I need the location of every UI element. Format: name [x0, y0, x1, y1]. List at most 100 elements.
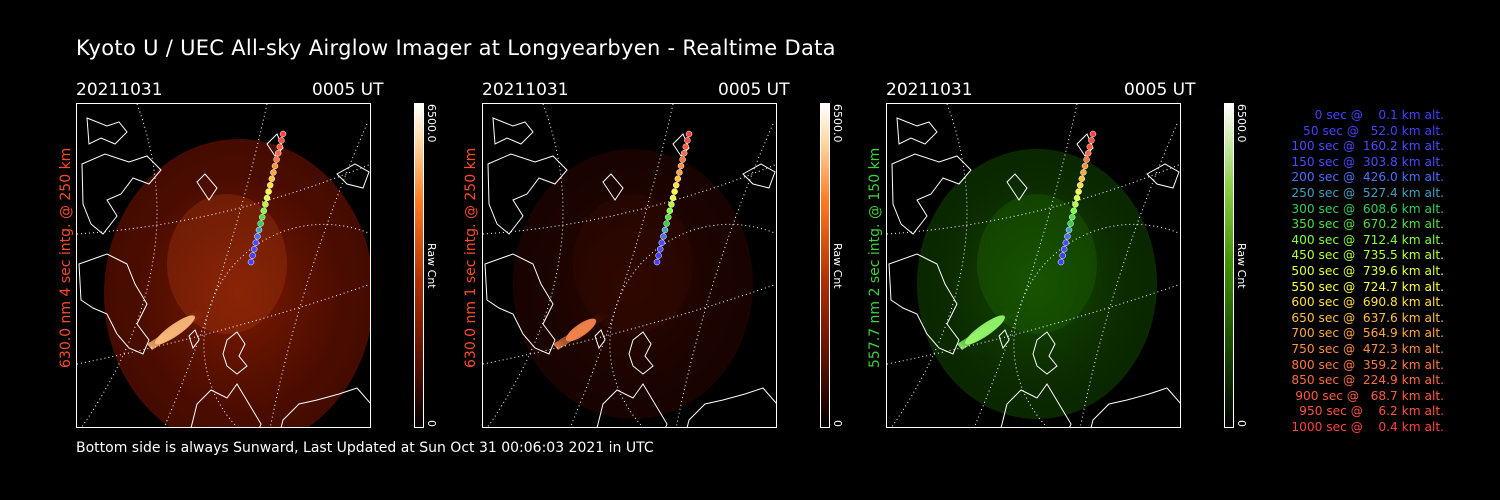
- legend-row: 150 sec @ 303.8 km alt.: [1287, 154, 1444, 169]
- trajectory-point: [279, 130, 287, 138]
- trajectory-point: [1080, 169, 1087, 176]
- panel-2-ylabel: 630.0 nm 1 sec intg. @ 250 km: [463, 147, 479, 368]
- panel-2-date: 20211031: [482, 80, 569, 100]
- trajectory-point: [276, 143, 284, 151]
- panel-3-cbar-max: 6500.0: [1235, 104, 1248, 143]
- trajectory-point: [658, 239, 666, 247]
- trajectory-point: [663, 220, 670, 227]
- trajectory-point: [1075, 188, 1082, 195]
- panel-2-cbar-min: 0: [831, 420, 844, 427]
- panel-1-date: 20211031: [76, 80, 163, 100]
- trajectory-point: [1072, 201, 1079, 208]
- panel-3-date: 20211031: [886, 80, 973, 100]
- trajectory-point: [1088, 137, 1095, 144]
- panel-3-ylabel: 557.7 nm 2 sec intg. @ 150 km: [867, 147, 883, 368]
- panel-1-cbar-max: 6500.0: [425, 104, 438, 143]
- trajectory-point: [660, 233, 667, 240]
- panel-3-cbar-unit: Raw Cnt: [1235, 243, 1248, 289]
- trajectory-point: [666, 207, 674, 215]
- panel-2-cbar-unit: Raw Cnt: [831, 243, 844, 289]
- panel-3-cbar-min: 0: [1235, 420, 1248, 427]
- legend-row: 200 sec @ 426.0 km alt.: [1287, 170, 1444, 185]
- trajectory-point: [684, 137, 691, 144]
- trajectory-point: [1067, 220, 1074, 227]
- trajectory-point: [1057, 258, 1065, 266]
- trajectory-point: [1078, 175, 1086, 183]
- panel-1-ylabel: 630.0 nm 4 sec intg. @ 250 km: [58, 147, 74, 368]
- trajectory-point: [1065, 226, 1073, 234]
- trajectory-point: [1060, 245, 1068, 253]
- trajectory-point: [262, 201, 269, 208]
- trajectory-point: [252, 239, 260, 247]
- trajectory-point: [271, 162, 279, 170]
- trajectory-point: [680, 149, 688, 157]
- trajectory-point: [672, 181, 680, 189]
- trajectory-point: [255, 226, 263, 234]
- trajectory-point: [677, 162, 685, 170]
- legend-row: 900 sec @ 68.7 km alt.: [1291, 388, 1444, 403]
- trajectory-point: [249, 252, 256, 259]
- trajectory-point: [278, 137, 285, 144]
- trajectory-point: [260, 207, 268, 215]
- panel-1-allsky-image: [76, 103, 371, 428]
- panel-1-cbar-min: 0: [425, 420, 438, 427]
- trajectory-point: [661, 226, 669, 234]
- trajectory-point: [250, 245, 258, 253]
- trajectory-point: [1062, 239, 1070, 247]
- trajectory-point: [1073, 194, 1081, 202]
- legend-row: 450 sec @ 735.5 km alt.: [1287, 248, 1444, 263]
- legend-row: 350 sec @ 670.2 km alt.: [1287, 217, 1444, 232]
- panel-1-colorbar: [414, 103, 424, 428]
- trajectory-point: [653, 258, 661, 266]
- legend-row: 0 sec @ 0.1 km alt.: [1303, 108, 1444, 122]
- panel-1-cbar-unit: Raw Cnt: [425, 243, 438, 289]
- trajectory-point: [1081, 162, 1089, 170]
- trajectory-point: [266, 181, 274, 189]
- page-title: Kyoto U / UEC All-sky Airglow Imager at …: [76, 36, 836, 60]
- legend-row: 400 sec @ 712.4 km alt.: [1287, 232, 1444, 247]
- trajectory-point: [274, 149, 282, 157]
- panel-3-time: 0005 UT: [1124, 80, 1196, 100]
- trajectory-point: [656, 245, 664, 253]
- trajectory-point: [268, 175, 276, 183]
- legend-row: 850 sec @ 224.9 km alt.: [1287, 373, 1444, 388]
- legend-row: 250 sec @ 527.4 km alt.: [1287, 185, 1444, 200]
- trajectory-point: [247, 258, 255, 266]
- legend-row: 800 sec @ 359.2 km alt.: [1287, 357, 1444, 372]
- legend-row: 750 sec @ 472.3 km alt.: [1287, 341, 1444, 356]
- panel-3-allsky-image: [886, 103, 1181, 428]
- panel-2-colorbar: [820, 103, 830, 428]
- legend-row: 300 sec @ 608.6 km alt.: [1287, 201, 1444, 216]
- panel-3-colorbar: [1224, 103, 1234, 428]
- trajectory-point: [1084, 149, 1092, 157]
- trajectory-point: [669, 194, 677, 202]
- trajectory-point: [682, 143, 690, 151]
- trajectory-point: [265, 188, 272, 195]
- panel-2-allsky-image: [482, 103, 777, 428]
- trajectory-point: [668, 201, 675, 208]
- trajectory-point: [679, 156, 686, 163]
- trajectory-point: [1076, 181, 1084, 189]
- legend-row: 550 sec @ 724.7 km alt.: [1287, 279, 1444, 294]
- trajectory-point: [1083, 156, 1090, 163]
- trajectory-point: [270, 169, 277, 176]
- trajectory-point: [685, 130, 693, 138]
- legend-row: 50 sec @ 52.0 km alt.: [1295, 123, 1444, 138]
- legend-row: 1000 sec @ 0.4 km alt.: [1291, 419, 1444, 434]
- trajectory-point: [257, 220, 264, 227]
- trajectory-point: [1059, 252, 1066, 259]
- legend-row: 100 sec @ 160.2 km alt.: [1287, 139, 1444, 154]
- trajectory-point: [1070, 207, 1078, 215]
- trajectory-point: [263, 194, 271, 202]
- trajectory-point: [1064, 233, 1071, 240]
- panel-2-time: 0005 UT: [718, 80, 790, 100]
- trajectory-point: [254, 233, 261, 240]
- trajectory-point: [258, 213, 266, 221]
- trajectory-point: [1086, 143, 1094, 151]
- footer-note: Bottom side is always Sunward, Last Upda…: [76, 440, 654, 456]
- trajectory-point: [664, 213, 672, 221]
- trajectory-point: [655, 252, 662, 259]
- trajectory-point: [674, 175, 682, 183]
- trajectory-point: [671, 188, 678, 195]
- panel-1-time: 0005 UT: [312, 80, 384, 100]
